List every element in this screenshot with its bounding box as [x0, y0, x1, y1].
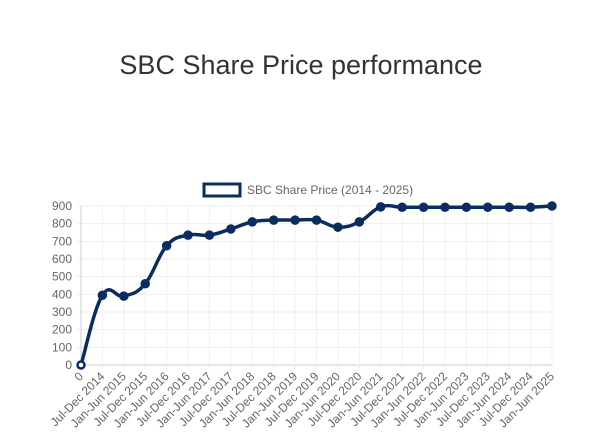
legend-swatch [202, 182, 242, 198]
data-point [354, 217, 365, 227]
data-point [76, 360, 86, 370]
data-point [290, 215, 300, 225]
data-point [311, 215, 322, 225]
data-point [547, 201, 557, 211]
data-point [140, 278, 150, 289]
data-point [204, 230, 215, 240]
legend-label: SBC Share Price (2014 - 2025) [247, 183, 413, 197]
y-tick-label: 700 [52, 234, 72, 248]
data-point [119, 291, 129, 301]
data-point [483, 202, 493, 212]
y-tick-label: 900 [52, 199, 72, 213]
data-point [226, 224, 236, 234]
y-tick-label: 800 [52, 217, 72, 231]
data-point [183, 230, 193, 240]
data-point [247, 217, 258, 227]
data-point [418, 202, 429, 212]
data-point [504, 202, 514, 212]
data-point [461, 202, 472, 212]
y-tick-label: 600 [52, 252, 72, 266]
data-point [333, 222, 343, 232]
y-tick-label: 300 [52, 305, 72, 319]
data-point [161, 241, 172, 251]
data-point [375, 202, 386, 212]
data-point [397, 202, 407, 212]
y-tick-label: 100 [52, 340, 72, 354]
y-tick-label: 500 [52, 270, 72, 284]
data-point [268, 215, 279, 225]
y-tick-label: 200 [52, 323, 72, 337]
y-tick-label: 0 [65, 358, 72, 372]
data-point [440, 202, 450, 212]
data-point [97, 290, 108, 300]
y-tick-label: 400 [52, 287, 72, 301]
data-point [525, 202, 536, 212]
chart-title: SBC Share Price performance [119, 50, 483, 80]
